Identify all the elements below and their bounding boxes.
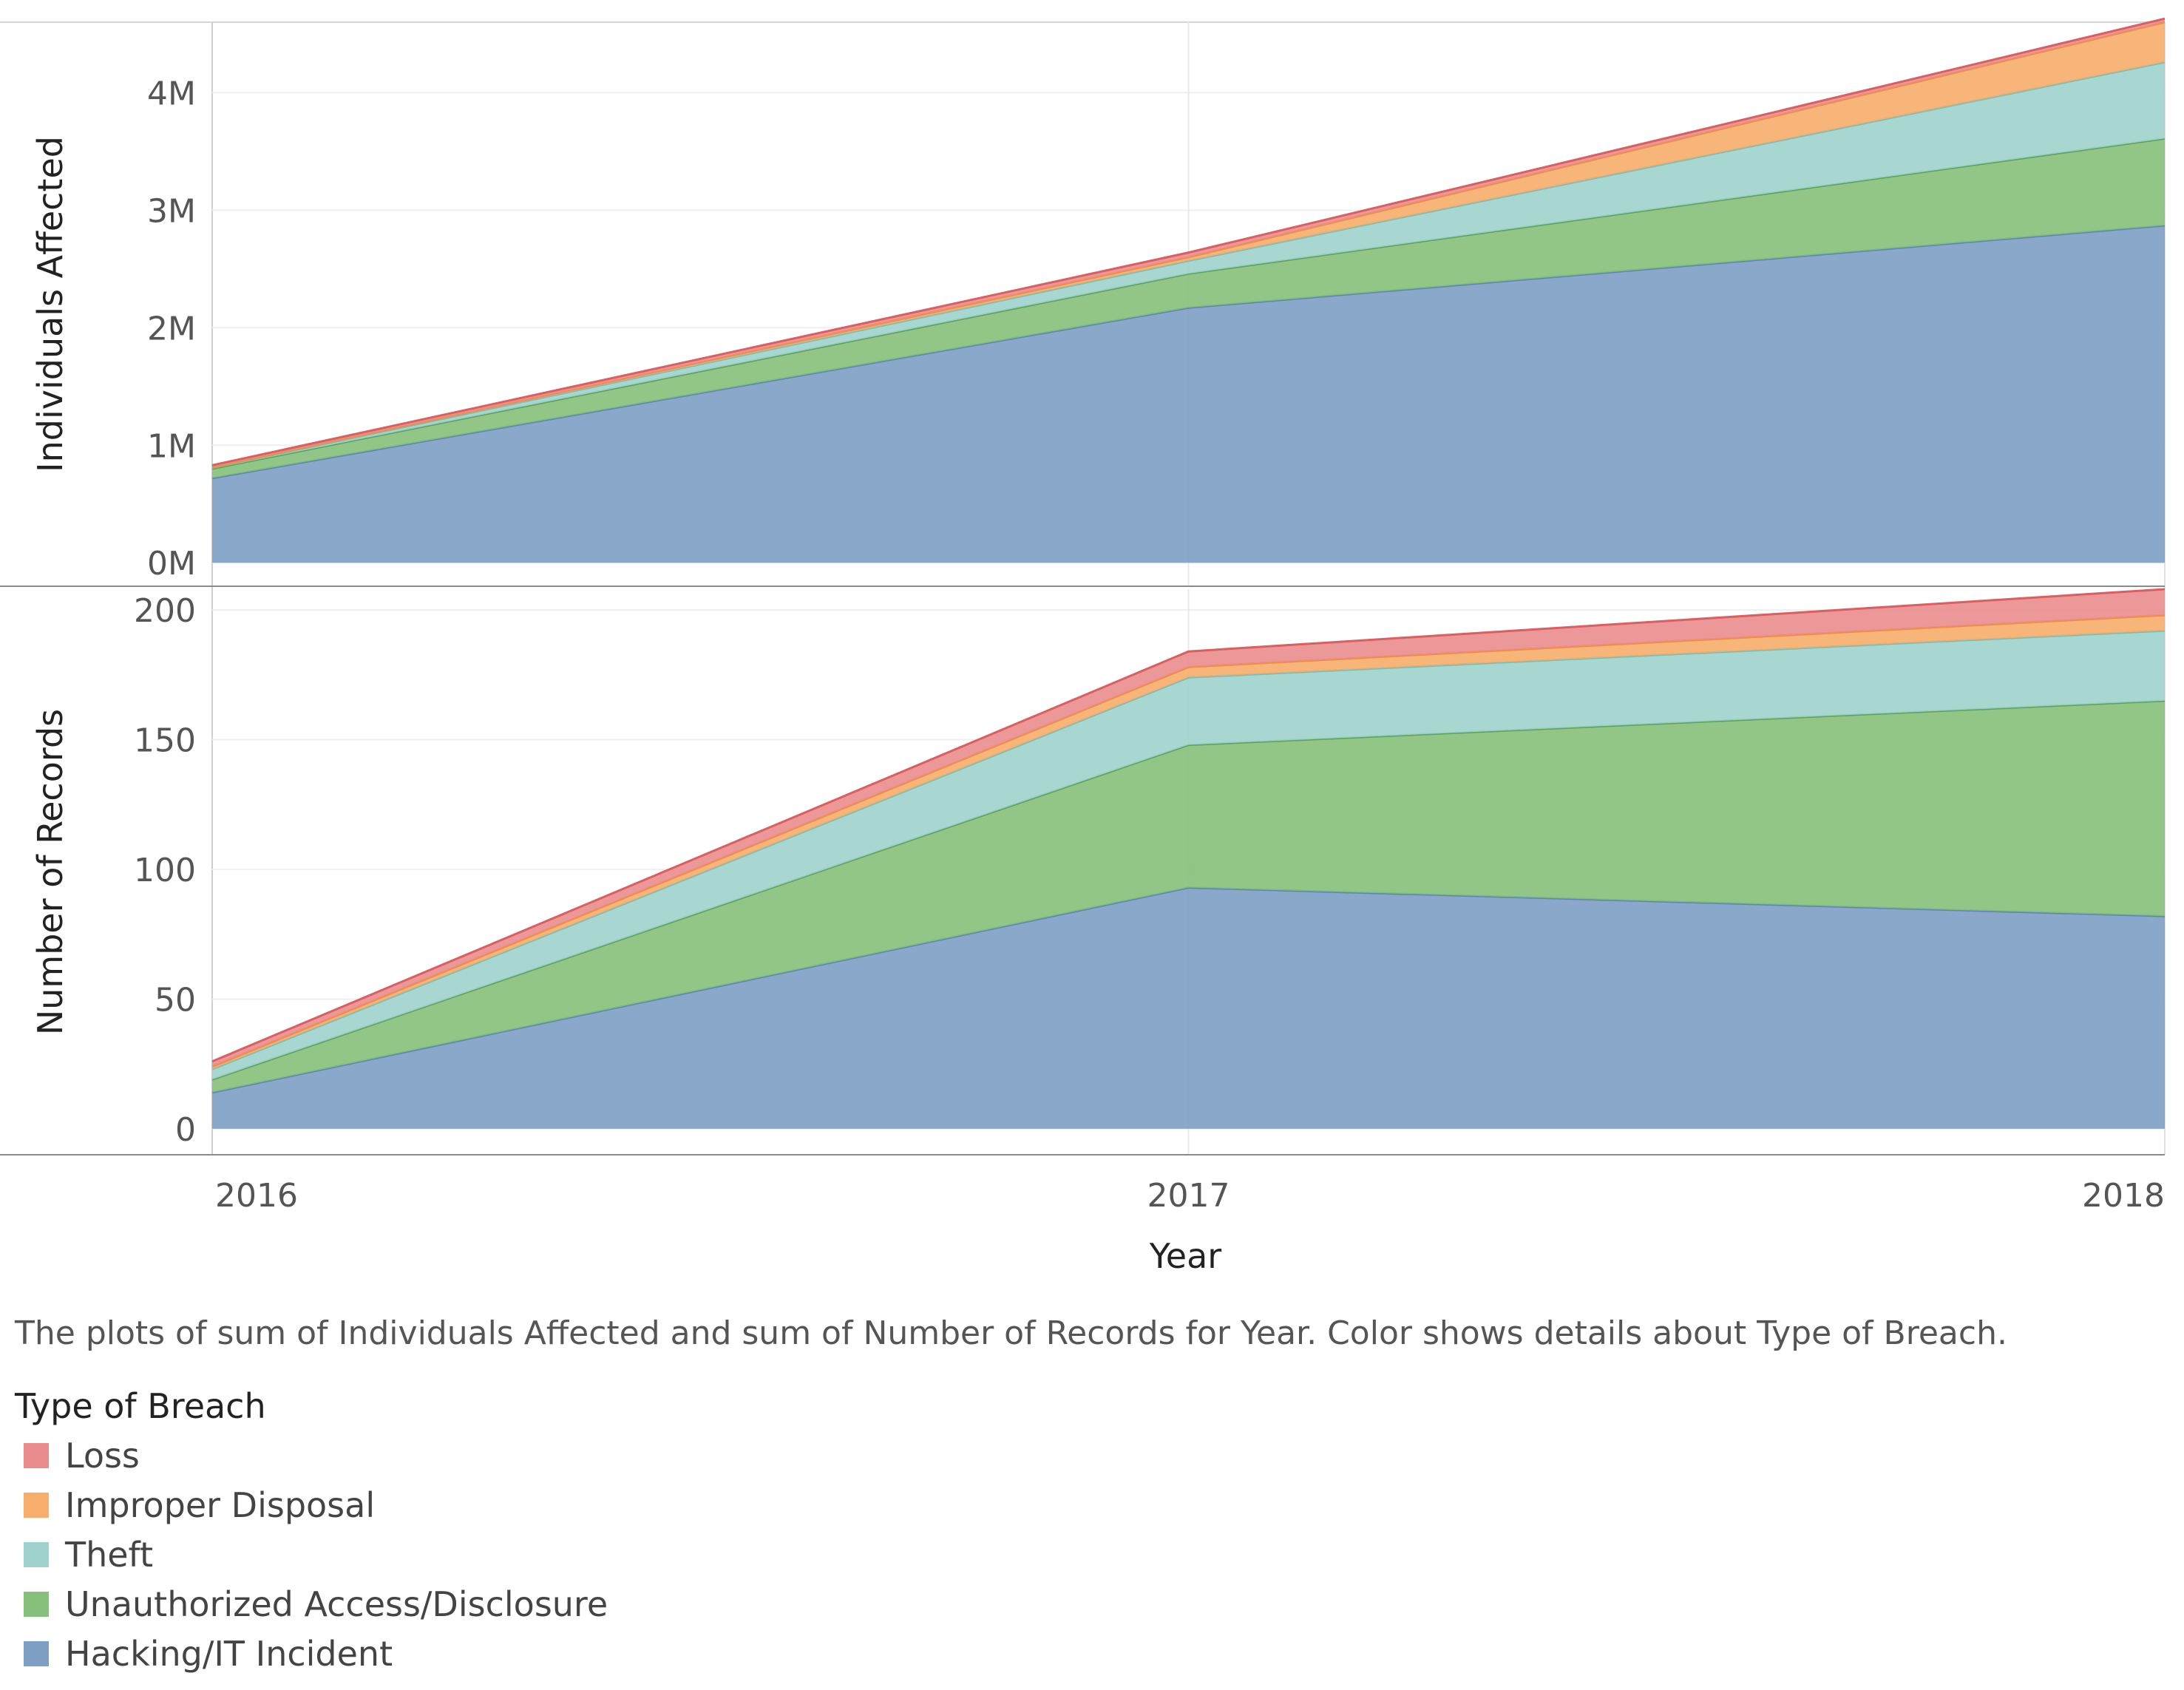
x-tick-label: 2017 <box>1147 1177 1230 1215</box>
legend-title: Type of Breach <box>15 1386 266 1426</box>
legend-label-improper-disposal: Improper Disposal <box>65 1484 376 1525</box>
legend-label-theft: Theft <box>65 1534 153 1575</box>
legend-item-theft[interactable]: Theft <box>15 1530 608 1579</box>
legend-label-loss: Loss <box>65 1435 140 1476</box>
legend-swatch-hacking-it-incident <box>24 1640 49 1666</box>
legend: Type of Breach Loss Improper Disposal Th… <box>15 1386 608 1678</box>
area-hacking-it-incident-records <box>212 887 2165 1129</box>
legend-item-loss[interactable]: Loss <box>15 1431 608 1480</box>
stacked-area-chart: 0M 1M 2M 3M 4M Individuals Affected 0 50 100 150 2… <box>0 17 2166 1276</box>
area-theft-records <box>212 631 2165 1080</box>
y-tick-label-individuals: 1M <box>147 427 196 465</box>
area-unauthorized-access-disclosure-records <box>212 700 2165 1093</box>
y-tick-label-individuals: 0M <box>147 545 196 583</box>
x-tick-label: 2018 <box>2082 1177 2165 1215</box>
legend-swatch-loss <box>24 1442 49 1468</box>
y-tick-label-individuals: 4M <box>147 75 196 112</box>
y-tick-label-individuals: 3M <box>147 192 196 230</box>
x-tick-label: 2016 <box>215 1177 298 1215</box>
chart-caption: The plots of sum of Individuals Affected… <box>15 1314 2007 1352</box>
line-loss-individuals <box>211 17 2166 466</box>
y-tick-label-records: 50 <box>155 981 196 1019</box>
legend-label-unauthorized-access-disclosure: Unauthorized Access/Disclosure <box>65 1584 608 1624</box>
area-unauthorized-access-disclosure-individuals <box>212 138 2165 478</box>
legend-label-hacking-it-incident: Hacking/IT Incident <box>65 1633 393 1674</box>
y-tick-label-records: 200 <box>134 592 196 630</box>
y-axis-title-records: Number of Records <box>30 709 70 1035</box>
legend-item-unauthorized-access-disclosure[interactable]: Unauthorized Access/Disclosure <box>15 1579 608 1629</box>
area-hacking-it-incident-individuals <box>212 225 2165 563</box>
y-axis-title-individuals: Individuals Affected <box>30 136 70 472</box>
x-axis-title: Year <box>1149 1236 1221 1276</box>
y-tick-label-individuals: 2M <box>147 310 196 347</box>
line-loss-records <box>211 588 2166 1063</box>
y-tick-label-records: 150 <box>134 722 196 760</box>
y-tick-label-records: 100 <box>134 852 196 889</box>
legend-swatch-theft <box>24 1541 49 1567</box>
legend-item-hacking-it-incident[interactable]: Hacking/IT Incident <box>15 1629 608 1678</box>
y-tick-label-records: 0 <box>175 1111 196 1149</box>
area-theft-individuals <box>212 62 2165 469</box>
legend-item-improper-disposal[interactable]: Improper Disposal <box>15 1480 608 1530</box>
legend-swatch-improper-disposal <box>24 1492 49 1518</box>
legend-swatch-unauthorized-access-disclosure <box>24 1591 49 1617</box>
